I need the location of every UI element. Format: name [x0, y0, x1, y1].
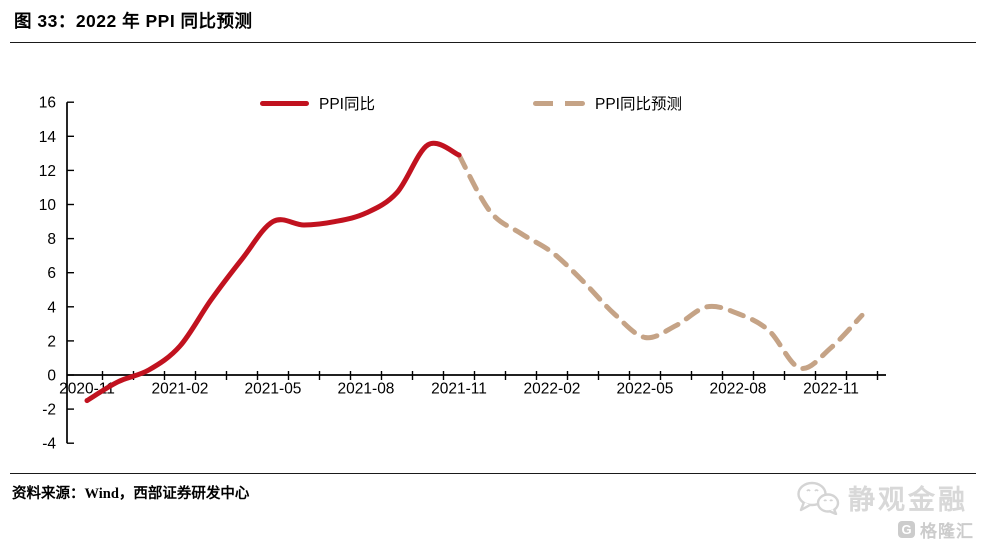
x-tick-label: 2021-02 [152, 380, 209, 397]
x-tick-label: 2022-05 [617, 380, 674, 397]
y-tick-label: -4 [42, 436, 56, 453]
x-tick-label: 2021-05 [245, 380, 302, 397]
series-line-forecast [456, 152, 865, 371]
y-tick-label: 12 [39, 163, 56, 180]
y-tick-label: 16 [39, 95, 56, 112]
legend-swatch-solid [260, 100, 309, 106]
x-tick-label: 2022-08 [710, 380, 767, 397]
footer-divider [10, 473, 976, 474]
y-tick-label: 4 [47, 299, 56, 316]
x-tick-label: 2022-11 [803, 380, 859, 397]
y-tick-label: -2 [42, 402, 56, 419]
y-tick-label: 14 [39, 129, 57, 146]
title-divider [10, 42, 976, 43]
legend-swatch-dashed [533, 100, 585, 106]
x-tick-label: 2021-08 [338, 380, 395, 397]
x-tick-label: 2022-02 [524, 380, 581, 397]
watermark-logo-row: G 格隆汇 [796, 517, 974, 542]
figure-title: 图 33：2022 年 PPI 同比预测 [14, 11, 253, 31]
y-tick-label: 10 [39, 197, 57, 214]
y-tick-label: 2 [47, 333, 56, 350]
y-tick-label: 8 [47, 231, 56, 248]
gelonghui-logo-icon: G [898, 521, 915, 538]
source-note: 资料来源：Wind，西部证券研发中心 [12, 486, 250, 502]
ppi-line-chart: 16 14 12 10 8 6 4 2 0 -2 -4 2020-11 2021-02 2021-05 20… [0, 75, 994, 460]
legend-item-forecast: PPI同比预测 [533, 92, 682, 114]
legend-label-forecast: PPI同比预测 [595, 96, 682, 113]
watermark-account-name: 静观金融 [848, 485, 968, 515]
x-tick-label: 2021-11 [431, 380, 487, 397]
y-tick-label: 6 [47, 265, 56, 282]
gelonghui-logo-text: 格隆汇 [920, 522, 974, 541]
watermark-wechat-row: 静观金融 [796, 478, 968, 517]
series-line-actual [84, 140, 462, 404]
watermark: 静观金融 G 格隆汇 [796, 478, 973, 542]
y-tick-label: 0 [47, 368, 56, 385]
legend-label-actual: PPI同比 [319, 96, 375, 113]
legend-item-actual: PPI同比 [260, 92, 375, 114]
wechat-icon [797, 481, 840, 515]
